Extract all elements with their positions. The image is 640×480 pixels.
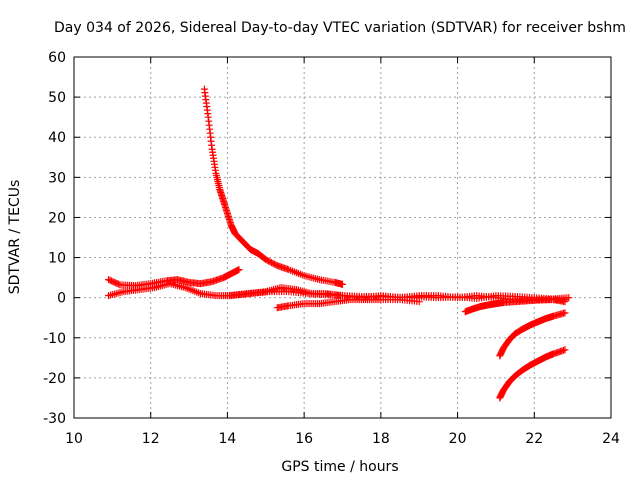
- y-tick-label: -30: [43, 411, 66, 427]
- x-axis-label: GPS time / hours: [281, 459, 398, 475]
- chart-title: Day 034 of 2026, Sidereal Day-to-day VTE…: [54, 20, 626, 36]
- y-tick-label: 50: [48, 90, 66, 106]
- y-tick-label: 30: [48, 170, 66, 186]
- y-tick-label: 60: [48, 50, 66, 66]
- x-tick-label: 22: [525, 431, 543, 447]
- data-points: [105, 85, 573, 402]
- data-point: [339, 280, 346, 288]
- data-point: [561, 309, 569, 317]
- x-tick-label: 10: [65, 431, 83, 447]
- x-tick-labels: 10 12 14 16 18 20 22 24: [65, 431, 620, 447]
- y-tick-labels: -30 -20 -10 0 10 20 30 40 50 60: [43, 50, 66, 427]
- y-tick-label: -10: [43, 331, 66, 347]
- plot-frame: [73, 56, 612, 419]
- series-arc-decay-high: [200, 85, 346, 288]
- x-tick-label: 20: [449, 431, 467, 447]
- data-point: [565, 294, 573, 302]
- x-tick-label: 16: [295, 431, 313, 447]
- x-tick-label: 12: [142, 431, 160, 447]
- grid: [74, 57, 611, 418]
- series-arc-recovery-upper: [496, 309, 569, 360]
- data-point-interp: [115, 280, 123, 288]
- data-point: [561, 346, 569, 354]
- x-tick-label: 24: [602, 431, 620, 447]
- y-axis-label: SDTVAR / TECUs: [7, 180, 23, 295]
- y-tick-label: 0: [57, 291, 66, 307]
- series-arc-late-short: [461, 296, 569, 316]
- y-tick-label: 10: [48, 251, 66, 267]
- data-point: [235, 266, 243, 274]
- y-tick-label: 40: [48, 130, 66, 146]
- x-tick-label: 18: [372, 431, 390, 447]
- y-tick-label: -20: [43, 371, 66, 387]
- x-tick-label: 14: [219, 431, 237, 447]
- data-point: [561, 296, 569, 304]
- y-tick-label: 20: [48, 210, 66, 226]
- series-arc-recovery-lower: [496, 346, 569, 402]
- series-arc-negative-band: [273, 296, 423, 312]
